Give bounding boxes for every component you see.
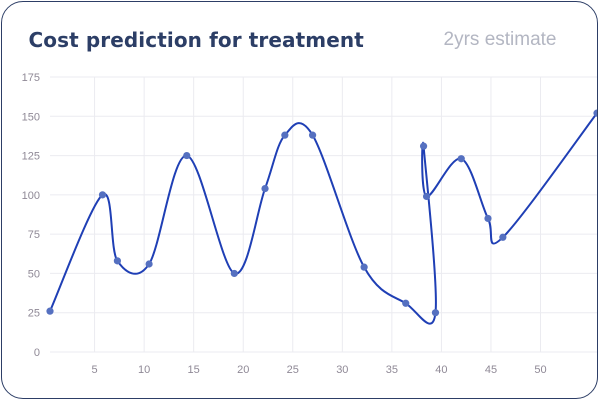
data-point[interactable]: [98, 190, 106, 198]
y-tick-label: 0: [33, 347, 39, 359]
x-tick-label: 40: [435, 364, 447, 376]
x-tick-label: 45: [484, 364, 496, 376]
data-point[interactable]: [422, 192, 430, 200]
data-point[interactable]: [592, 109, 598, 117]
x-tick-label: 25: [286, 364, 298, 376]
x-tick-label: 5: [91, 364, 97, 376]
y-tick-label: 150: [21, 111, 39, 123]
x-tick-label: 30: [336, 364, 348, 376]
data-point[interactable]: [230, 269, 238, 277]
data-point[interactable]: [498, 233, 506, 241]
x-tick-label: 15: [187, 364, 199, 376]
data-point[interactable]: [457, 154, 465, 162]
x-tick-label: 35: [385, 364, 397, 376]
data-point[interactable]: [401, 299, 409, 307]
chart-title: Cost prediction for treatment: [28, 27, 364, 52]
data-point[interactable]: [308, 131, 316, 139]
y-tick-label: 50: [27, 268, 39, 280]
data-point[interactable]: [260, 184, 269, 192]
x-tick-label: 10: [138, 364, 150, 376]
x-tick-label: 50: [534, 364, 546, 376]
grid-lines: [49, 76, 597, 352]
data-point[interactable]: [45, 307, 54, 315]
series-group: [45, 109, 598, 325]
axis-ticks: 0 25 50 75 100 125 150 175 5 10 15 20 25 30 35 40 45 50: [21, 72, 546, 376]
x-tick-label: 20: [237, 364, 249, 376]
y-tick-label: 175: [21, 72, 39, 84]
data-point[interactable]: [483, 214, 492, 222]
data-point[interactable]: [431, 308, 439, 316]
data-point[interactable]: [113, 256, 121, 264]
chart-subtitle: 2yrs estimate: [443, 28, 557, 50]
data-point[interactable]: [182, 151, 190, 159]
data-point[interactable]: [419, 142, 427, 150]
y-tick-label: 125: [21, 150, 39, 162]
y-tick-label: 25: [27, 307, 39, 319]
data-point[interactable]: [144, 259, 153, 268]
data-point[interactable]: [360, 263, 368, 271]
y-tick-label: 100: [21, 189, 39, 201]
y-tick-label: 75: [27, 229, 39, 241]
series-line: [48, 112, 597, 325]
data-point[interactable]: [280, 131, 288, 139]
